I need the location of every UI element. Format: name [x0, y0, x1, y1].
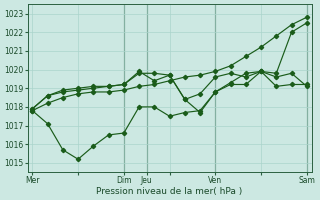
X-axis label: Pression niveau de la mer( hPa ): Pression niveau de la mer( hPa ) [96, 187, 243, 196]
